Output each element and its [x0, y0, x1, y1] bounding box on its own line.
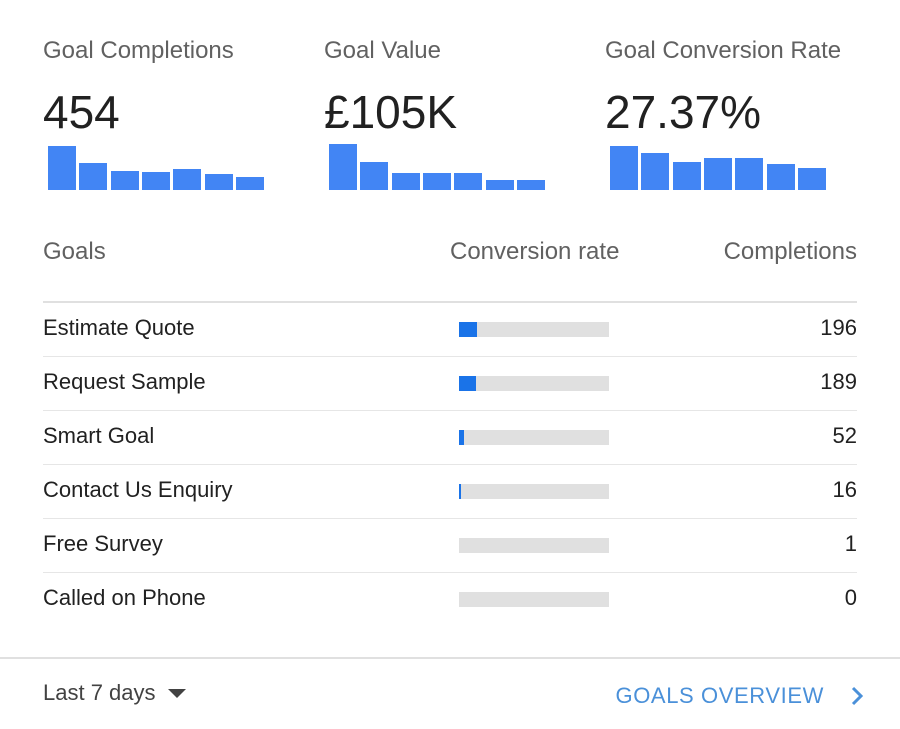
goals-overview-link[interactable]: GOALS OVERVIEW [616, 683, 865, 709]
sparkline-goal-value [329, 140, 549, 190]
metric-goal-conversion-rate: Goal Conversion Rate 27.37% [605, 36, 841, 138]
metric-goal-value: Goal Value £105K [324, 36, 457, 138]
date-range-selector[interactable]: Last 7 days [43, 680, 186, 706]
goal-completions: 0 [844, 585, 857, 610]
conversion-rate-fill [459, 322, 477, 337]
sparkline-bar [610, 146, 638, 190]
sparkline-bar [329, 144, 357, 190]
table-row: Contact Us Enquiry 16 [43, 465, 857, 519]
sparkline-bar [422, 173, 451, 190]
goals-overview-label: GOALS OVERVIEW [615, 683, 824, 708]
chevron-right-icon [851, 686, 864, 706]
goal-completions: 16 [832, 477, 857, 502]
sparkline-bar [48, 146, 76, 190]
conversion-rate-bar [459, 376, 609, 391]
metric-value: 27.37% [605, 86, 762, 138]
sparkline-bar [766, 164, 795, 190]
conversion-rate-fill [459, 376, 476, 391]
sparkline-bar [454, 173, 483, 190]
caret-down-icon [167, 688, 186, 698]
date-range-label: Last 7 days [43, 680, 156, 705]
table-row: Smart Goal 52 [43, 411, 857, 465]
metric-value: £105K [324, 86, 458, 138]
header-completions: Completions [723, 238, 857, 265]
sparkline-bar [391, 173, 420, 190]
sparkline-bar [173, 169, 202, 190]
goal-name: Called on Phone [43, 585, 206, 610]
table-row: Request Sample 189 [43, 357, 857, 411]
metric-value: 454 [43, 86, 120, 138]
conversion-rate-bar [459, 322, 609, 337]
goal-name: Request Sample [43, 369, 206, 394]
sparkline-goal-conversion-rate [610, 140, 830, 190]
goal-completions: 189 [820, 369, 857, 394]
table-row: Estimate Quote 196 [43, 303, 857, 357]
sparkline-bar [641, 153, 670, 190]
goal-completions: 196 [820, 315, 857, 340]
sparkline-bar [141, 172, 170, 190]
goal-name: Smart Goal [43, 423, 155, 448]
conversion-rate-bar [459, 592, 609, 607]
conversion-rate-bar [459, 484, 609, 499]
header-conversion-rate: Conversion rate [450, 238, 620, 265]
conversion-rate-fill [459, 430, 464, 445]
metric-label: Goal Conversion Rate [605, 37, 842, 64]
sparkline-bar [797, 168, 826, 190]
metric-goal-completions: Goal Completions 454 [43, 36, 234, 138]
header-goals: Goals [43, 238, 106, 265]
conversion-rate-fill [459, 484, 461, 499]
sparkline-bar [485, 180, 514, 190]
conversion-rate-bar [459, 538, 609, 553]
conversion-rate-bar [459, 430, 609, 445]
goal-name: Free Survey [43, 531, 163, 556]
goal-completions: 52 [832, 423, 857, 448]
goals-table-header: Goals Conversion rate Completions [43, 238, 857, 272]
header-divider [43, 301, 857, 303]
goals-table-body: Estimate Quote 196 Request Sample 189 Sm… [43, 303, 857, 626]
sparkline-bar [79, 163, 108, 190]
sparkline-bar [735, 158, 764, 190]
goal-name: Contact Us Enquiry [43, 477, 233, 502]
table-row: Called on Phone 0 [43, 573, 857, 626]
sparkline-bar [672, 162, 701, 190]
goal-completions: 1 [844, 531, 857, 556]
metric-label: Goal Completions [43, 37, 234, 64]
sparkline-bar [110, 171, 139, 190]
goal-name: Estimate Quote [43, 315, 195, 340]
footer-divider [0, 657, 900, 659]
sparkline-goal-completions [48, 140, 268, 190]
sparkline-bar [235, 177, 264, 190]
sparkline-bar [204, 174, 233, 190]
sparkline-bar [703, 158, 732, 190]
sparkline-bar [360, 162, 389, 190]
table-row: Free Survey 1 [43, 519, 857, 573]
metric-label: Goal Value [324, 37, 441, 64]
sparkline-bar [516, 180, 545, 190]
